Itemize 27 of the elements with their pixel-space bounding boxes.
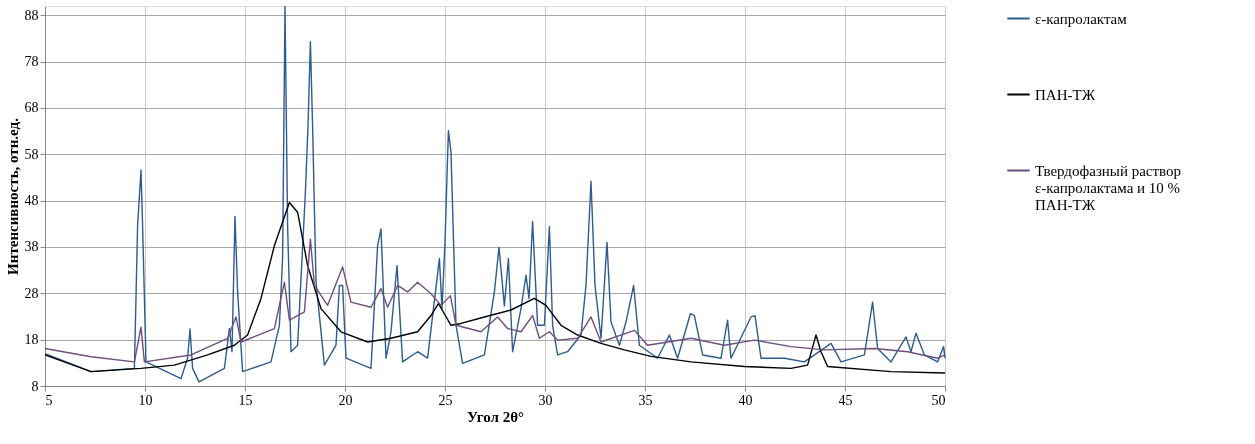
y-tick-label: 28 (24, 285, 39, 301)
line-series (44, 5, 946, 383)
y-tick-label: 68 (24, 100, 39, 116)
x-tick-label: 25 (438, 392, 453, 408)
line-series (44, 238, 946, 363)
line-series (44, 201, 946, 374)
x-tick-label: 10 (138, 392, 153, 408)
y-tick-label: 38 (24, 239, 39, 255)
y-tick-label: 48 (24, 193, 39, 209)
x-tick-label: 45 (838, 392, 853, 408)
y-tick-label: 18 (24, 332, 39, 348)
x-tick-label: 40 (738, 392, 753, 408)
x-axis-title: Угол 2θ° (466, 408, 525, 425)
legend-label: ПАН-ТЖ (1035, 86, 1096, 103)
y-tick-label: 78 (24, 54, 39, 70)
x-tick-label: 50 (931, 392, 946, 408)
legend-label: ε-капролактам (1035, 10, 1128, 27)
y-tick-label: 88 (24, 7, 39, 23)
x-tick-label: 20 (338, 392, 353, 408)
x-tick-label: 35 (638, 392, 653, 408)
y-tick-label: 8 (31, 378, 39, 394)
x-tick-label: 15 (238, 392, 253, 408)
y-axis-title: Интенсивность, отн.ед. (4, 117, 21, 275)
x-tick-label: 30 (538, 392, 553, 408)
legend-label: Твердофазный раствор ε-капролактама и 10 % ПАН-ТЖ (1035, 162, 1182, 213)
x-tick-label: 5 (45, 392, 53, 408)
y-tick-label: 58 (24, 146, 39, 162)
